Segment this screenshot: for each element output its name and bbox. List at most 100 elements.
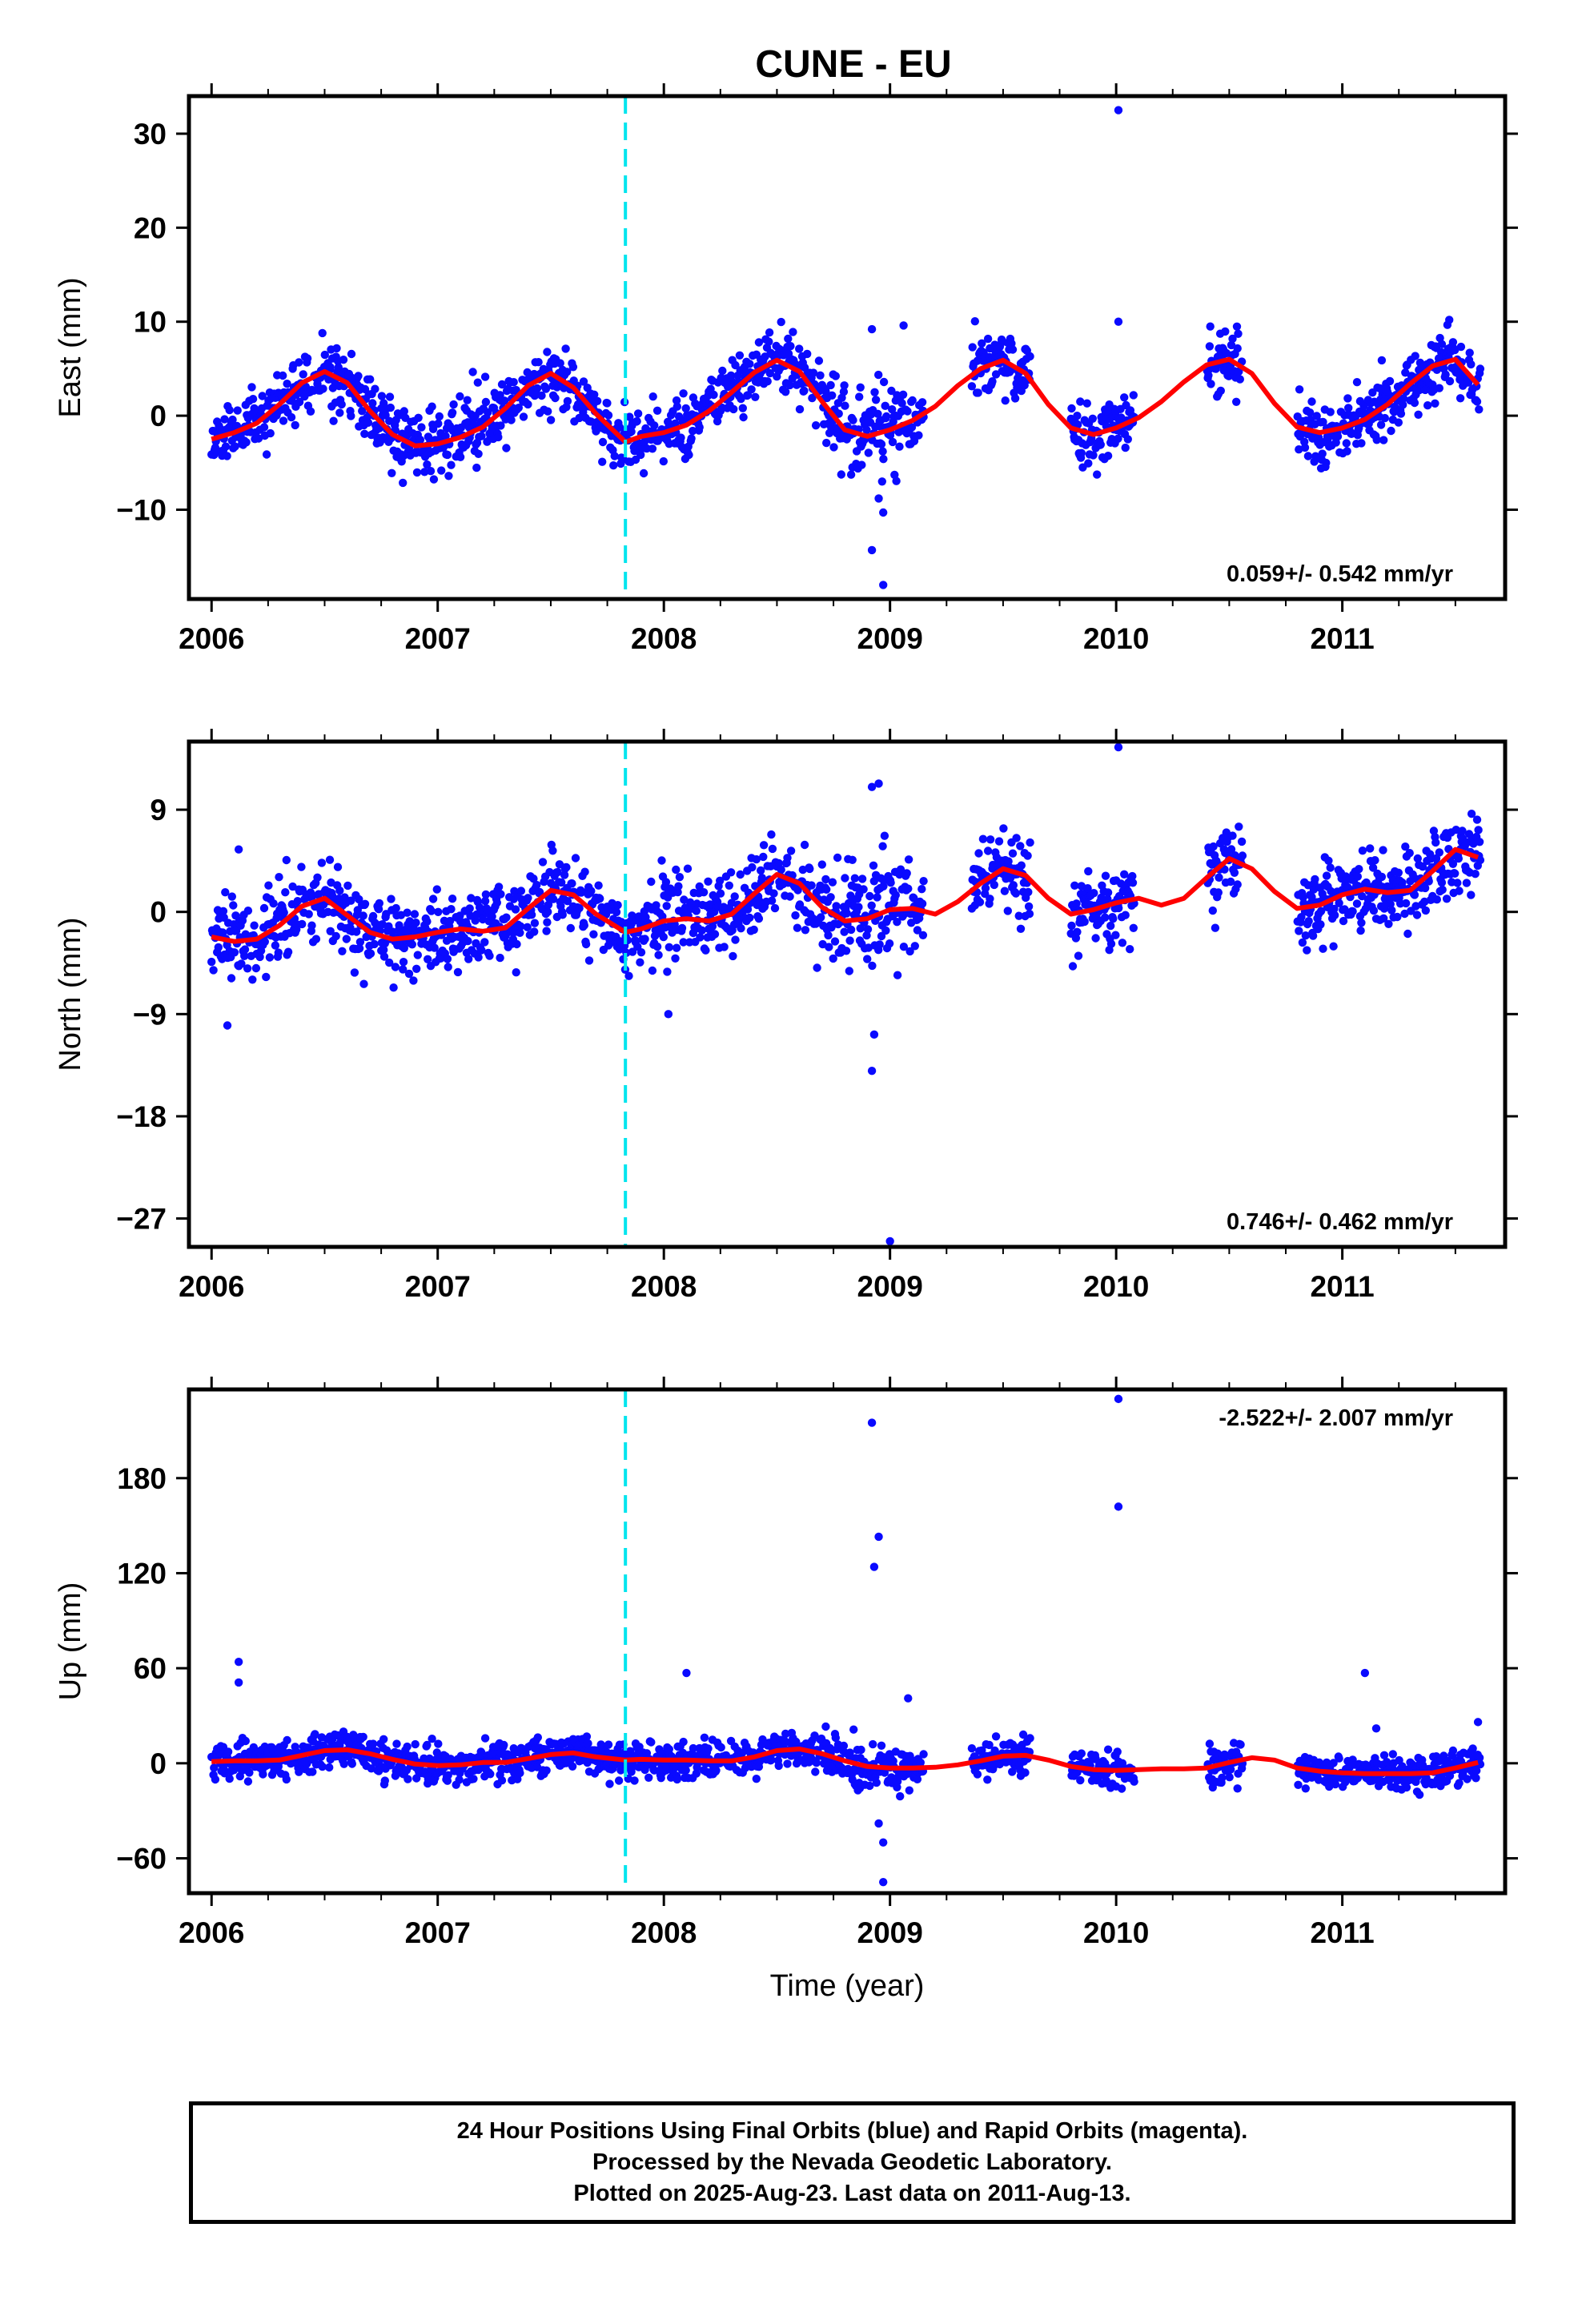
north-point — [801, 926, 810, 935]
east-point — [287, 412, 296, 422]
north-point — [990, 880, 999, 890]
east-point — [1206, 322, 1215, 331]
east-point — [360, 429, 369, 438]
east-point — [1207, 380, 1215, 388]
up-outlier-point — [682, 1668, 691, 1678]
north-point — [1230, 868, 1239, 878]
north-point — [1128, 879, 1138, 887]
up-outlier-point — [234, 1658, 243, 1667]
north-point — [833, 853, 842, 862]
east-point — [328, 384, 337, 392]
north-point — [1403, 929, 1412, 939]
north-point — [209, 966, 218, 975]
north-point — [1432, 895, 1442, 904]
north-point — [1356, 926, 1365, 935]
figure-title: CUNE - EU — [755, 43, 951, 86]
up-point — [295, 1767, 303, 1776]
north-point — [830, 937, 840, 946]
north-point — [516, 922, 525, 931]
east-point — [803, 349, 812, 359]
east-point — [821, 387, 830, 396]
north-point — [680, 895, 689, 904]
north-point — [496, 953, 504, 963]
north-point — [677, 923, 687, 933]
east-point — [551, 393, 560, 403]
north-point — [391, 903, 400, 913]
east-point — [795, 344, 804, 353]
north-outlier-point — [867, 782, 877, 791]
north-point — [857, 875, 867, 883]
north-point — [798, 865, 807, 875]
east-point — [632, 416, 641, 426]
north-point — [535, 887, 544, 897]
north-point — [1298, 938, 1307, 947]
north-point — [720, 943, 729, 951]
up-point — [1018, 1730, 1028, 1739]
up-y-axis-label: Up (mm) — [54, 1582, 87, 1701]
east-point — [840, 381, 849, 390]
north-point — [427, 907, 436, 915]
north-point — [1384, 919, 1393, 929]
north-point — [1379, 914, 1388, 923]
north-point — [271, 941, 280, 950]
east-point — [672, 396, 681, 405]
east-point — [1394, 418, 1403, 427]
east-point — [532, 384, 542, 393]
north-point — [1362, 878, 1371, 887]
east-point — [1385, 376, 1395, 386]
up-y-tick-label: 60 — [134, 1652, 167, 1685]
east-point — [363, 418, 373, 427]
north-point — [1339, 916, 1348, 926]
east-point — [248, 395, 258, 404]
north-point — [1400, 909, 1409, 919]
north-point — [1429, 826, 1439, 835]
up-point — [811, 1767, 820, 1776]
east-point — [1076, 397, 1085, 406]
north-point — [385, 958, 394, 967]
north-point — [1080, 917, 1089, 927]
east-point — [385, 392, 395, 401]
north-point — [1322, 871, 1331, 880]
north-point — [824, 931, 833, 940]
north-point — [1077, 882, 1086, 891]
north-point — [1448, 859, 1458, 869]
north-point — [502, 913, 511, 922]
north-point — [1330, 911, 1339, 920]
east-point — [496, 421, 505, 430]
north-point — [716, 876, 725, 886]
up-point — [1076, 1775, 1085, 1785]
up-point — [444, 1771, 452, 1779]
east-point — [423, 460, 432, 469]
north-point — [342, 935, 351, 943]
up-point — [865, 1781, 874, 1791]
up-point — [967, 1744, 977, 1753]
up-point — [630, 1776, 639, 1785]
east-point — [1073, 412, 1082, 420]
north-point — [730, 892, 739, 901]
east-point — [1431, 399, 1439, 408]
east-point — [1216, 386, 1226, 396]
north-point — [881, 926, 890, 935]
north-point — [1379, 846, 1387, 854]
north-point — [229, 901, 238, 910]
up-point — [1402, 1783, 1411, 1792]
north-outlier-point — [234, 845, 243, 854]
north-point — [219, 907, 228, 916]
north-point — [1208, 906, 1218, 915]
north-point — [571, 854, 580, 862]
up-point — [592, 1746, 600, 1755]
east-point — [1221, 327, 1230, 336]
north-point — [652, 942, 662, 951]
north-point — [494, 883, 504, 891]
north-y-axis-label: North (mm) — [54, 917, 87, 1071]
north-point — [548, 846, 557, 855]
north-point — [530, 919, 540, 927]
north-outlier-point — [1114, 742, 1123, 752]
north-point — [264, 881, 273, 890]
north-point — [893, 918, 901, 927]
up-x-tick-label: 2006 — [179, 1916, 244, 1949]
north-x-tick-label: 2008 — [631, 1270, 697, 1303]
east-point — [636, 450, 645, 460]
north-point — [1319, 944, 1327, 953]
footer-line-1: 24 Hour Positions Using Final Orbits (bl… — [456, 2118, 1248, 2144]
